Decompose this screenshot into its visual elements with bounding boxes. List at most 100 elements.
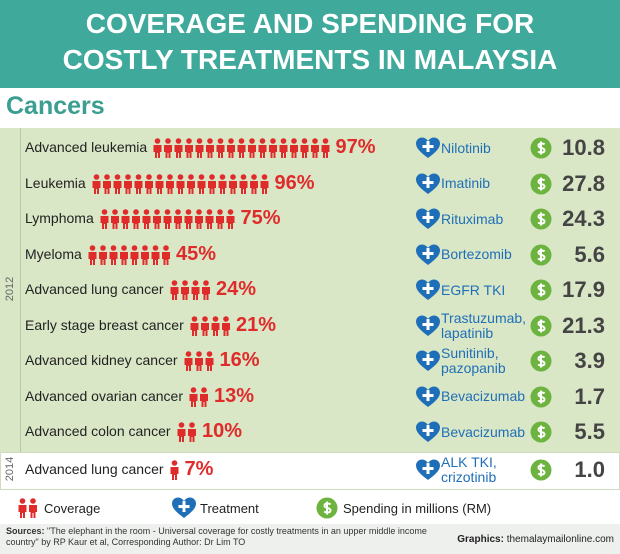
figure xyxy=(218,173,227,194)
figure-head xyxy=(201,386,207,393)
figure-head xyxy=(227,209,234,215)
figure-body xyxy=(164,145,172,158)
figure-body xyxy=(195,145,204,158)
figure-head xyxy=(163,244,169,251)
dollar-sign xyxy=(537,463,546,477)
figure-body xyxy=(130,251,139,265)
figure xyxy=(18,498,27,518)
figure-head xyxy=(249,138,255,144)
figure-head xyxy=(209,173,215,180)
cancer-name: Advanced lung cancer xyxy=(25,281,164,297)
dollar-sign xyxy=(537,212,546,226)
treatment-name: Rituximab xyxy=(441,210,504,227)
coverage-icons xyxy=(92,173,269,194)
coverage-label: 7% xyxy=(184,458,214,480)
figure-body xyxy=(92,180,101,194)
figure-body xyxy=(250,180,258,194)
figure-head xyxy=(206,351,213,357)
figure-body xyxy=(181,287,189,300)
figure xyxy=(187,173,195,194)
figure-head xyxy=(259,138,266,144)
legend-coverage-icon xyxy=(18,498,37,518)
figure-body xyxy=(226,216,235,229)
treatment-name: Imatinib xyxy=(441,175,491,191)
figure xyxy=(174,209,182,229)
figure-body xyxy=(222,322,230,336)
figure-head xyxy=(121,244,127,251)
cross-h xyxy=(422,393,434,397)
figure xyxy=(311,138,319,158)
cross-h xyxy=(422,429,434,432)
coverage-label: 21% xyxy=(236,313,277,336)
figure-head xyxy=(133,209,139,215)
treatment-icon xyxy=(416,421,440,442)
figure xyxy=(208,173,216,194)
figure-body xyxy=(185,145,193,158)
figure-head xyxy=(114,173,121,180)
figure-body xyxy=(211,322,220,336)
figure-body xyxy=(176,180,185,194)
coverage-icons xyxy=(170,280,210,300)
figure-head xyxy=(110,244,117,251)
figure xyxy=(170,460,179,480)
dollar-sign xyxy=(323,501,332,515)
cross-h xyxy=(422,287,434,290)
figure xyxy=(109,244,118,265)
coverage-icons xyxy=(190,315,230,336)
figure-body xyxy=(113,180,122,194)
treatment-name: Nilotinib xyxy=(441,139,491,156)
figure xyxy=(162,244,170,265)
spending-value: 3.9 xyxy=(574,348,605,373)
figure-head xyxy=(131,244,138,251)
figure-head xyxy=(238,138,245,144)
figure-body xyxy=(170,467,179,480)
spending-icon xyxy=(530,173,552,194)
figure xyxy=(205,209,214,229)
figure-head xyxy=(189,422,195,428)
figure xyxy=(216,209,224,229)
figure-body xyxy=(227,145,235,158)
figure xyxy=(279,138,288,158)
figure-head xyxy=(301,138,308,144)
figure-body xyxy=(190,322,199,336)
figure-body xyxy=(201,322,209,336)
figure xyxy=(201,315,209,336)
figure xyxy=(229,173,237,194)
year-label: 2014 xyxy=(4,456,16,482)
coverage-icons xyxy=(170,460,179,480)
figure xyxy=(184,351,193,371)
figure-head xyxy=(165,138,171,144)
figure xyxy=(290,138,298,158)
cancer-name: Advanced kidney cancer xyxy=(25,352,178,368)
figure-head xyxy=(143,209,150,215)
dollar-sign xyxy=(537,141,546,155)
spending-icon xyxy=(530,208,552,230)
spending-icon xyxy=(316,497,338,519)
figure-body xyxy=(134,180,143,194)
legend-label: Spending in millions (RM) xyxy=(343,501,492,516)
figure-body xyxy=(205,358,214,371)
figure-head xyxy=(175,138,182,144)
figure-body xyxy=(218,180,227,194)
figure-head xyxy=(217,138,224,144)
figure xyxy=(226,209,235,229)
figure xyxy=(191,280,200,300)
figure-body xyxy=(163,216,172,229)
figure-body xyxy=(103,180,111,194)
header-band xyxy=(0,0,620,88)
figure xyxy=(99,244,107,265)
figure-body xyxy=(184,358,193,371)
figure-head xyxy=(198,173,205,180)
figure xyxy=(153,209,161,229)
figure-head xyxy=(125,173,131,180)
spending-icon xyxy=(530,279,552,301)
figure-body xyxy=(109,251,118,265)
figure-body xyxy=(174,216,182,229)
treatment-name: Bevacizumab xyxy=(441,388,526,404)
dollar-sign xyxy=(537,177,546,190)
coverage-label: 16% xyxy=(219,349,260,371)
coverage-icons xyxy=(100,209,235,229)
section-title: Cancers xyxy=(6,92,105,120)
figure-body xyxy=(121,216,130,229)
spending-value: 1.7 xyxy=(574,383,605,409)
